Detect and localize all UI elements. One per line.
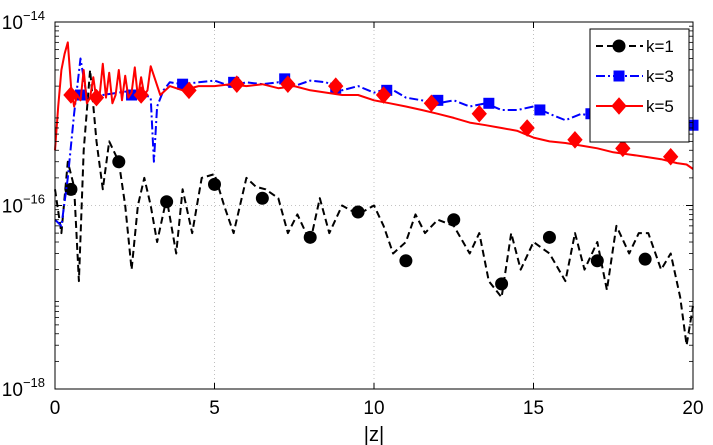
data-point (229, 75, 245, 93)
y-tick-labels: 10−18 10−16 10−14 (2, 8, 45, 401)
x-tick-label: 15 (523, 398, 544, 419)
data-point (328, 77, 344, 95)
data-point (303, 230, 317, 244)
data-point (208, 177, 221, 191)
data-point (638, 252, 652, 266)
x-tick-label: 10 (363, 398, 384, 419)
data-point (181, 81, 197, 100)
data-point (471, 104, 487, 123)
data-point (423, 94, 440, 113)
legend-marker (612, 39, 626, 53)
data-point (447, 213, 461, 227)
legend: k=1 k=3 k=5 (589, 28, 690, 143)
data-point (519, 119, 535, 137)
y-tick-label: 10−18 (2, 375, 45, 401)
legend-box (589, 28, 690, 143)
data-point (280, 75, 296, 93)
data-point (615, 139, 631, 158)
data-point (255, 191, 269, 205)
data-point (133, 86, 149, 104)
data-point (351, 205, 365, 219)
data-point (399, 254, 413, 268)
legend-entry: k=1 (596, 37, 674, 56)
legend-label: k=3 (646, 67, 674, 86)
x-axis-label: |z| (364, 424, 384, 445)
y-tick-label: 10−16 (2, 192, 45, 218)
data-point (663, 147, 679, 166)
series-line (54, 69, 694, 347)
legend-marker (613, 70, 625, 82)
data-point (542, 230, 556, 244)
data-point (590, 254, 604, 268)
data-point (112, 155, 126, 169)
x-tick-label: 20 (682, 398, 703, 419)
x-tick-label: 5 (209, 398, 220, 419)
legend-entry: k=5 (596, 97, 674, 116)
legend-marker (611, 97, 627, 115)
legend-entry: k=3 (596, 67, 674, 86)
series-k=5 (54, 41, 694, 170)
x-tick-label: 0 (50, 398, 61, 419)
data-point (88, 88, 105, 107)
data-point (483, 97, 495, 109)
data-point (160, 195, 174, 209)
data-point (495, 277, 509, 291)
x-tick-labels: 0 5 10 15 20 (50, 398, 704, 419)
data-point (567, 131, 583, 149)
data-point (534, 104, 546, 116)
data-point (64, 182, 78, 196)
axis-ticks (54, 21, 694, 390)
y-tick-label: 10−14 (2, 8, 45, 34)
legend-label: k=1 (646, 37, 674, 56)
data-point (63, 86, 79, 104)
legend-label: k=5 (646, 97, 674, 116)
data-point (375, 86, 392, 104)
series-k=1 (54, 69, 694, 347)
